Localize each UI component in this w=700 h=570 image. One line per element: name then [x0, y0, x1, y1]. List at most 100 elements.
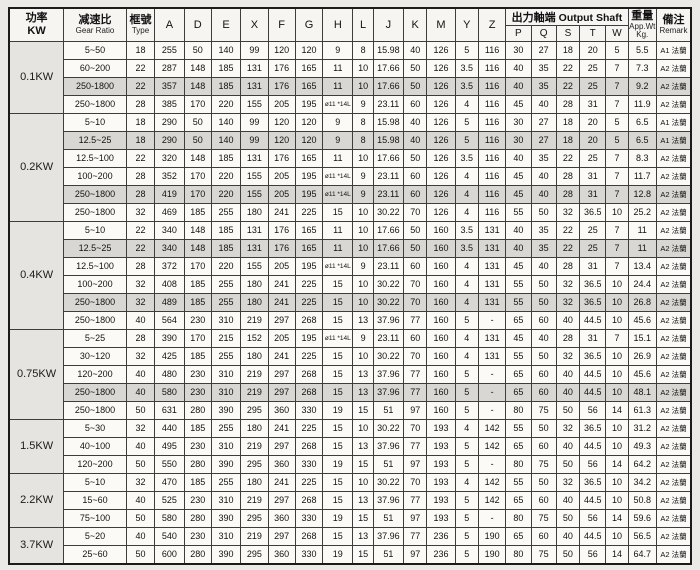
gear-ratio-cell: 250~1800 [63, 185, 127, 204]
dim-cell: 148 [183, 221, 212, 240]
dim-cell: 310 [210, 491, 242, 510]
dim-cell: 185 [183, 203, 212, 222]
dim-cell: 15 [322, 473, 354, 492]
dim-cell: 550 [154, 455, 185, 474]
shaft-cell: 14 [605, 401, 629, 420]
shaft-cell: 40 [555, 491, 581, 510]
dim-cell: 4 [454, 185, 479, 204]
dim-cell: 40 [403, 113, 428, 132]
dim-cell: 97 [403, 545, 428, 565]
dim-cell: 4 [454, 275, 479, 294]
table-row: 3.7KW 5~20 40 540 230 310 219 297 268 15 13 37.96 77… [8, 527, 692, 565]
type-cell: 32 [125, 419, 156, 438]
dim-cell: 30.22 [372, 473, 405, 492]
dim-cell: 99 [240, 131, 269, 150]
dim-cell: 193 [426, 509, 456, 528]
dim-cell: ø11 *14L [322, 167, 354, 186]
dim-cell: 268 [294, 527, 324, 546]
shaft-cell: 50 [530, 275, 557, 294]
shaft-cell: 60 [530, 365, 557, 384]
dim-cell: 205 [267, 185, 296, 204]
type-cell: 40 [125, 311, 156, 330]
dim-cell: 51 [372, 545, 405, 565]
shaft-cell: 55 [505, 473, 532, 492]
dim-cell: 50 [403, 239, 428, 258]
shaft-cell: 14 [605, 509, 629, 528]
dim-cell: 225 [294, 473, 324, 492]
dim-cell: ø11 *14L [322, 95, 354, 114]
shaft-cell: 60 [530, 383, 557, 402]
weight-cell: 50.8 [627, 491, 657, 510]
table-row: 0.2KW 5~10 18 290 50 140 99 120 120 9 8 15.98 40 126 5… [8, 113, 692, 222]
shaft-cell: 45 [505, 167, 532, 186]
weight-cell: 26.9 [627, 347, 657, 366]
gear-ratio-cell: 250~1800 [63, 95, 127, 114]
dim-cell: 241 [267, 275, 296, 294]
col-header-shaft-Q: Q [530, 25, 557, 42]
dim-cell: 230 [183, 437, 212, 456]
type-cell: 22 [125, 239, 156, 258]
col-header-shaft-T: T [579, 25, 607, 42]
dim-cell: 131 [240, 221, 269, 240]
shaft-cell: 22 [555, 59, 581, 78]
shaft-cell: 44.5 [579, 437, 607, 456]
shaft-cell: 20 [579, 131, 607, 150]
dim-cell: 165 [294, 149, 324, 168]
table-row: 250-1800 22 357 148 185 131 176 165 11 10 17.66 50 1… [9, 77, 692, 96]
gear-ratio-cell: 25~60 [63, 545, 127, 565]
shaft-cell: 40 [530, 185, 557, 204]
header-cjk-label: 减速比 [78, 14, 112, 27]
shaft-cell: 50 [530, 473, 557, 492]
type-cell: 40 [125, 491, 156, 510]
shaft-cell: 44.5 [579, 311, 607, 330]
shaft-cell: 56 [579, 545, 607, 565]
dim-cell: 3.5 [454, 239, 479, 258]
dim-cell: 126 [426, 77, 456, 96]
shaft-cell: 75 [530, 509, 557, 528]
dim-cell: 131 [477, 275, 507, 294]
dim-cell: 15 [322, 365, 354, 384]
gear-ratio-cell: 75~100 [63, 509, 127, 528]
dim-cell: 525 [154, 491, 185, 510]
dim-cell: 17.66 [372, 239, 405, 258]
shaft-cell: 7 [605, 77, 629, 96]
dim-cell: 540 [154, 527, 185, 546]
shaft-cell: 10 [605, 347, 629, 366]
dim-cell: 287 [154, 59, 185, 78]
dim-cell: 9 [352, 257, 374, 276]
shaft-cell: 40 [505, 221, 532, 240]
dim-cell: 195 [294, 185, 324, 204]
shaft-cell: 10 [605, 293, 629, 312]
gear-ratio-cell: 12.5~100 [63, 149, 127, 168]
dim-cell: 8 [352, 131, 374, 150]
dim-cell: 9 [352, 95, 374, 114]
shaft-cell: 7 [605, 185, 629, 204]
gear-ratio-cell: 250~1800 [63, 203, 127, 222]
dim-cell: 116 [477, 167, 507, 186]
dim-cell: 5 [454, 455, 479, 474]
dim-cell: 15.98 [372, 131, 405, 150]
dim-cell: 131 [477, 221, 507, 240]
shaft-cell: 50 [530, 293, 557, 312]
shaft-cell: 75 [530, 401, 557, 420]
dim-cell: 77 [403, 491, 428, 510]
dim-cell: 131 [477, 239, 507, 258]
type-cell: 22 [125, 221, 156, 240]
shaft-cell: 18 [555, 41, 581, 60]
weight-cell: 11.7 [627, 167, 657, 186]
dim-cell: 15 [322, 203, 354, 222]
dim-cell: 230 [183, 527, 212, 546]
dim-cell: 8 [352, 113, 374, 132]
shaft-cell: 27 [530, 131, 557, 150]
dim-cell: 10 [352, 473, 374, 492]
dim-cell: 30.22 [372, 275, 405, 294]
header-en-label: Type [131, 25, 150, 35]
dim-cell: 220 [210, 185, 242, 204]
dim-cell: 320 [154, 149, 185, 168]
table-row: 250~1800 32 469 185 255 180 241 225 15 10 30.22 70 1… [9, 203, 692, 222]
table-row: 1.5KW 5~30 32 440 185 255 180 241 225 15 10 30.22 70… [8, 419, 692, 474]
dim-cell: 9 [352, 329, 374, 348]
dim-cell: 11 [322, 149, 354, 168]
dim-cell: 15.98 [372, 113, 405, 132]
